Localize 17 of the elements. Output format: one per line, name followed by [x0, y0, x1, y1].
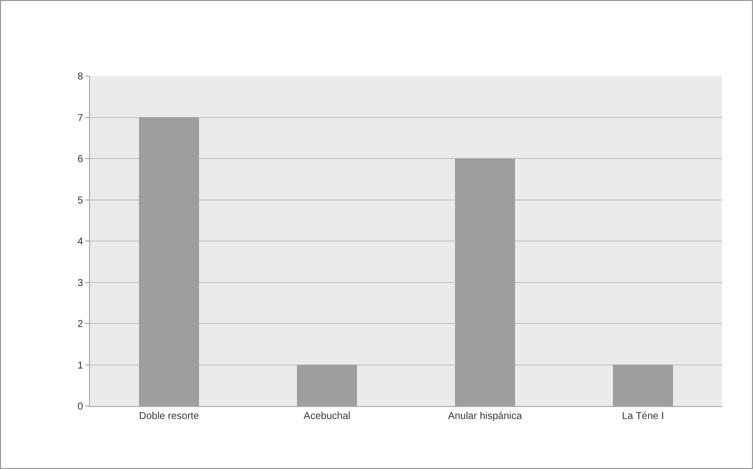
bar [454, 158, 516, 406]
y-tick-label: 3 [77, 278, 84, 289]
y-tick-label: 6 [77, 154, 84, 165]
x-tick-label: Anular hispánica [448, 411, 522, 422]
y-tick-label: 8 [77, 72, 84, 82]
y-tick-label: 0 [77, 402, 84, 412]
x-tick-label: Doble resorte [138, 411, 200, 422]
x-tick-label: Acebuchal [304, 411, 350, 422]
bar [612, 364, 674, 406]
bar [296, 364, 358, 406]
y-tick-label: 7 [77, 112, 84, 124]
x-tick-label: La Téne I [622, 411, 664, 422]
y-tick-label: 5 [77, 195, 84, 206]
y-tick-label: 2 [77, 319, 84, 330]
bar [138, 117, 200, 406]
y-tick-label: 1 [77, 360, 84, 372]
y-tick-label: 4 [77, 236, 84, 248]
